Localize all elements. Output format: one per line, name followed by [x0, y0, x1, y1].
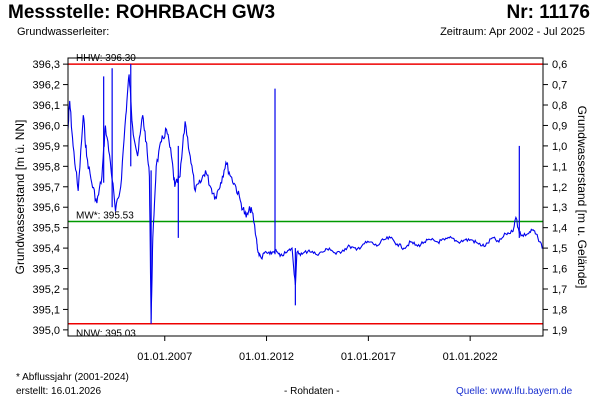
- y2-tick-label: 1,6: [552, 264, 567, 276]
- station-number: Nr: 11176: [506, 2, 590, 23]
- footnote: * Abflussjahr (2001-2024): [16, 372, 129, 383]
- y2-tick-label: 1,2: [552, 182, 567, 194]
- y-axis-title: Grundwasserstand [m ü. NN]: [13, 120, 27, 275]
- x-tick-label: 01.01.2017: [341, 351, 396, 363]
- created-date: erstellt: 16.01.2026: [16, 386, 102, 397]
- y-tick-label: 395,6: [32, 202, 60, 214]
- source-label: Quelle:: [456, 386, 488, 397]
- y2-tick-label: 0,7: [552, 80, 567, 92]
- y-tick-label: 396,1: [32, 100, 60, 112]
- page-title: Messstelle: ROHRBACH GW3: [8, 2, 276, 23]
- x-tick-label: 01.01.2012: [239, 351, 294, 363]
- ref-label-mw: MW*: 395.53: [76, 211, 134, 222]
- period-label: Zeitraum: Apr 2002 - Jul 2025: [440, 26, 585, 38]
- y-tick-label: 396,3: [32, 59, 60, 71]
- source-link[interactable]: www.lfu.bayern.de: [490, 386, 573, 397]
- x-tick-label: 01.01.2022: [443, 351, 498, 363]
- source-line: Quelle: www.lfu.bayern.de: [456, 386, 572, 397]
- y-tick-label: 395,8: [32, 161, 60, 173]
- y-tick-label: 396,2: [32, 80, 60, 92]
- y2-tick-label: 1,7: [552, 284, 567, 296]
- y-tick-label: 395,1: [32, 304, 60, 316]
- y-tick-label: 395,4: [32, 243, 60, 255]
- y-tick-label: 395,5: [32, 223, 60, 235]
- y2-tick-label: 0,8: [552, 100, 567, 112]
- y2-tick-label: 1,1: [552, 161, 567, 173]
- ref-label-nnw: NNW: 395.03: [76, 329, 136, 340]
- x-tick-label: 01.01.2007: [137, 351, 192, 363]
- y2-tick-label: 1,5: [552, 243, 567, 255]
- series-line: [67, 74, 544, 320]
- y2-tick-label: 1,8: [552, 304, 567, 316]
- y-tick-label: 395,7: [32, 182, 60, 194]
- y-tick-label: 395,2: [32, 284, 60, 296]
- y-tick-label: 396,0: [32, 120, 60, 132]
- y2-tick-label: 1,9: [552, 325, 567, 337]
- y2-tick-label: 1,3: [552, 202, 567, 214]
- chart-plot: 396,3 396,2 396,1 396,0 395,9 395,8 395,7 395,6…: [13, 53, 589, 363]
- y2-tick-label: 1,4: [552, 223, 567, 235]
- y-tick-label: 395,9: [32, 141, 60, 153]
- plot-frame: [67, 57, 544, 337]
- aquifer-label: Grundwasserleiter:: [17, 26, 110, 38]
- ref-label-hhw: HHW: 396.30: [76, 53, 136, 64]
- y2-tick-label: 1,0: [552, 141, 567, 153]
- y-tick-label: 395,0: [32, 325, 60, 337]
- y-tick-label: 395,3: [32, 264, 60, 276]
- raw-data-label: - Rohdaten -: [284, 386, 340, 397]
- y2-tick-label: 0,9: [552, 120, 567, 132]
- y2-axis-title: Grundwasserstand [m u. Gelände]: [575, 106, 589, 289]
- y2-tick-label: 0,6: [552, 59, 567, 71]
